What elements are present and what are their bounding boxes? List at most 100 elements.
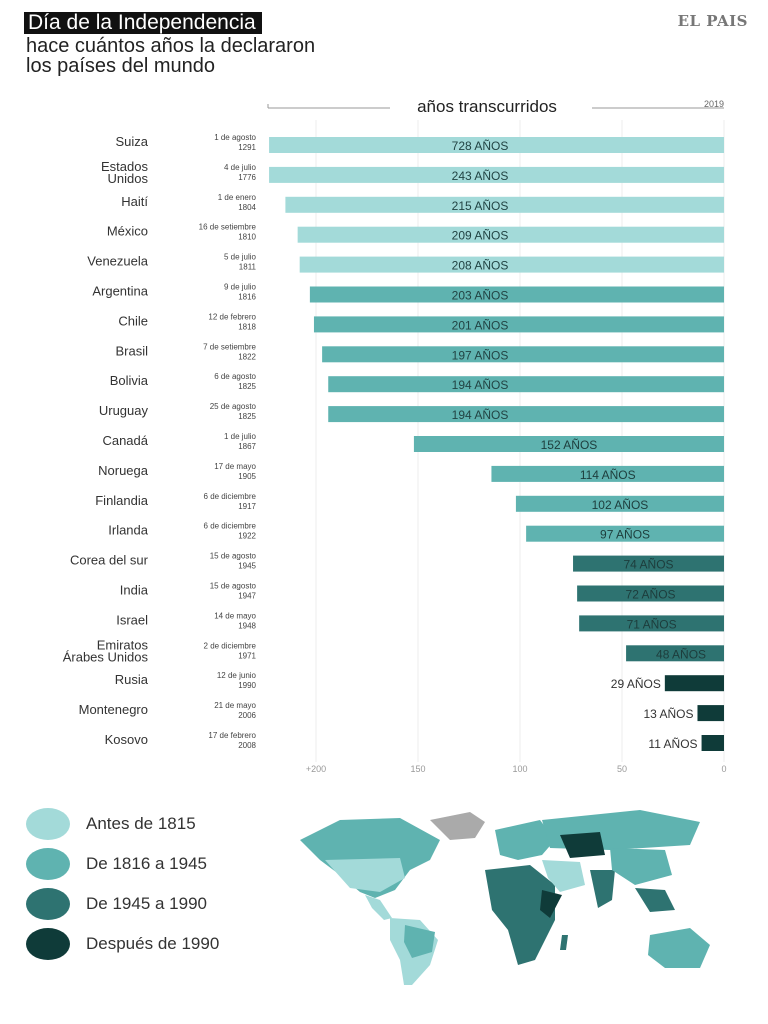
country-label: Haití xyxy=(121,194,148,209)
bar-value-label: 194 AÑOS xyxy=(452,408,509,422)
date-label: 21 de mayo xyxy=(214,701,256,710)
date-label: 9 de julio xyxy=(224,283,257,292)
map-madagascar xyxy=(560,935,568,950)
date-label: 2006 xyxy=(238,711,256,720)
bar-value-label: 13 AÑOS xyxy=(643,707,693,721)
date-label: 1905 xyxy=(238,472,256,481)
bar xyxy=(285,196,724,213)
date-label: 25 de agosto xyxy=(210,402,257,411)
country-label: Kosovo xyxy=(105,732,148,747)
map-brazil xyxy=(404,925,435,958)
x-tick-label: 0 xyxy=(721,764,726,774)
bar-value-label: 201 AÑOS xyxy=(452,318,509,332)
bar-value-label: 11 AÑOS xyxy=(648,737,697,751)
bar xyxy=(322,346,724,363)
bar-value-label: 97 AÑOS xyxy=(600,528,650,542)
map-greenland xyxy=(430,812,485,840)
date-label: 1947 xyxy=(238,592,256,601)
date-label: 6 de agosto xyxy=(214,372,256,381)
bar xyxy=(328,406,724,423)
date-label: 2 de diciembre xyxy=(204,641,257,650)
date-label: 4 de julio xyxy=(224,163,257,172)
bar-value-label: 102 AÑOS xyxy=(592,498,649,512)
country-label: Uruguay xyxy=(99,403,149,418)
date-label: 1948 xyxy=(238,621,256,630)
date-label: 1811 xyxy=(239,263,257,272)
bar-value-label: 114 AÑOS xyxy=(580,468,636,482)
date-label: 6 de diciembre xyxy=(204,522,257,531)
date-label: 6 de diciembre xyxy=(204,492,257,501)
reference-year-label: 2019 xyxy=(704,99,724,109)
map-usa xyxy=(325,858,405,892)
world-map xyxy=(300,810,710,985)
date-label: 1291 xyxy=(238,143,256,152)
country-label: Venezuela xyxy=(87,254,148,269)
bar xyxy=(413,436,724,452)
legend-swatch xyxy=(26,848,70,880)
country-label: India xyxy=(120,583,149,598)
map-southeast-asia xyxy=(635,888,675,912)
bar-value-label: 208 AÑOS xyxy=(452,259,509,273)
bar-value-label: 215 AÑOS xyxy=(452,199,509,213)
bar xyxy=(299,256,724,273)
x-tick-label: 100 xyxy=(512,764,527,774)
date-label: 1825 xyxy=(238,382,256,391)
map-china xyxy=(610,848,672,885)
brand-logo: EL PAIS xyxy=(677,12,748,30)
country-label: Finlandia xyxy=(95,493,149,508)
bar xyxy=(269,166,724,183)
date-label: 1825 xyxy=(238,412,256,421)
country-label: Emiratos xyxy=(97,637,149,652)
subtitle-line-2: los países del mundo xyxy=(26,55,216,77)
bar-chart: años transcurridos 2019 +200 150 100 50 0 Suiza… xyxy=(63,97,727,774)
bar-value-label: 48 AÑOS xyxy=(656,647,706,661)
date-label: 1922 xyxy=(238,532,256,541)
x-tick-label: +200 xyxy=(306,764,326,774)
bar xyxy=(526,525,724,542)
date-label: 15 de agosto xyxy=(210,552,257,561)
country-label: Brasil xyxy=(115,343,148,358)
date-label: 12 de febrero xyxy=(208,312,256,321)
date-label: 1816 xyxy=(238,293,256,302)
bar xyxy=(515,495,724,512)
date-label: 16 de setiembre xyxy=(199,223,257,232)
date-label: 1 de enero xyxy=(218,193,257,202)
country-label: Canadá xyxy=(102,433,148,448)
country-label: Argentina xyxy=(92,284,148,299)
date-label: 17 de mayo xyxy=(214,462,256,471)
map-australia xyxy=(648,928,710,968)
map-middle-east xyxy=(542,860,585,892)
bar-value-label: 197 AÑOS xyxy=(452,348,509,362)
country-label: Corea del sur xyxy=(70,553,149,568)
date-label: 14 de mayo xyxy=(214,611,256,620)
map-kazakhstan xyxy=(560,832,605,858)
date-label: 1990 xyxy=(238,681,256,690)
date-label: 1971 xyxy=(238,651,256,660)
country-label: Montenegro xyxy=(79,702,148,717)
date-label: 5 de julio xyxy=(224,253,257,262)
bar xyxy=(579,615,724,632)
map-north-america xyxy=(300,818,440,898)
legend-swatch xyxy=(26,808,70,840)
date-label: 12 de junio xyxy=(217,671,257,680)
bar-value-label: 203 AÑOS xyxy=(452,289,509,303)
bar xyxy=(328,376,724,393)
bar xyxy=(573,555,724,572)
date-label: 7 de setiembre xyxy=(203,342,256,351)
date-label: 1804 xyxy=(238,203,256,212)
date-label: 2008 xyxy=(238,741,256,750)
bar-value-label: 194 AÑOS xyxy=(452,378,509,392)
bar xyxy=(491,465,724,482)
page-title: Día de la Independencia xyxy=(24,12,262,34)
country-label: Estados xyxy=(101,159,148,174)
bar-value-label: 209 AÑOS xyxy=(452,229,509,243)
map-africa xyxy=(485,865,555,965)
date-label: 1 de agosto xyxy=(214,133,256,142)
date-label: 1917 xyxy=(238,502,256,511)
country-label: México xyxy=(107,224,148,239)
bar xyxy=(269,137,724,153)
map-india xyxy=(590,870,615,908)
bar-value-label: 152 AÑOS xyxy=(541,438,598,452)
x-tick-label: 50 xyxy=(617,764,627,774)
legend-label: Después de 1990 xyxy=(86,934,220,953)
